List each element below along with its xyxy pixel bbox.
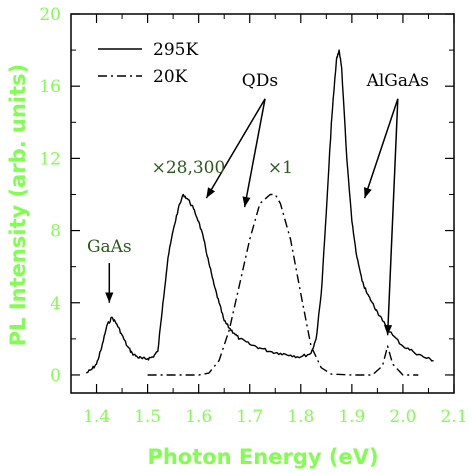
annotation-label: AlGaAs xyxy=(366,71,429,91)
x-tick-label: 1.6 xyxy=(185,407,212,427)
y-tick-label: 4 xyxy=(50,294,61,314)
series-lines xyxy=(85,49,434,376)
annotation-arrows xyxy=(105,98,399,336)
x-tick-label: 1.4 xyxy=(83,407,110,427)
y-tick-label: 12 xyxy=(39,149,61,169)
x-tick-label: 2.1 xyxy=(440,407,467,427)
annotation-arrow-head xyxy=(383,324,393,336)
annotation-arrow-head xyxy=(364,187,372,199)
annotations: ×28,300 ×1 QDs AlGaAs GaAs xyxy=(87,71,429,257)
annotation-arrow-shaft xyxy=(243,98,266,208)
legend: 295K 20K xyxy=(98,40,198,87)
annotation-arrow-head xyxy=(206,187,216,199)
y-tick-label: 0 xyxy=(50,366,61,386)
series-line-20k xyxy=(147,193,419,376)
x-tick-label: 1.7 xyxy=(236,407,263,427)
ticks xyxy=(71,13,455,393)
y-tick-label: 20 xyxy=(39,5,61,25)
x-tick-label: 1.8 xyxy=(287,407,314,427)
x-tick-label: 1.5 xyxy=(134,407,161,427)
annotation-arrow-shaft xyxy=(386,98,399,336)
y-tick-label: 8 xyxy=(50,222,61,242)
annotation-label: GaAs xyxy=(87,237,132,257)
annotation-arrow-head xyxy=(242,196,251,208)
annotation-arrow-shaft xyxy=(363,98,399,199)
annotation-arrow-shaft xyxy=(205,98,266,199)
x-tick-label: 2.0 xyxy=(389,407,416,427)
legend-label-20k: 20K xyxy=(153,67,188,87)
annotation-label: ×28,300 xyxy=(152,158,226,178)
y-tick-label: 16 xyxy=(39,77,61,97)
series-line-295k xyxy=(85,49,434,374)
y-axis-label: PL Intensity (arb. units) xyxy=(6,64,30,347)
annotation-label: QDs xyxy=(242,71,278,91)
annotation-label: ×1 xyxy=(268,158,293,178)
x-tick-label: 1.9 xyxy=(338,407,365,427)
tick-labels: 1.4 1.5 1.6 1.7 1.8 1.9 2.0 2.1 0 4 8 12 16 20 xyxy=(39,5,467,427)
legend-label-295k: 295K xyxy=(153,40,198,60)
annotation-arrow-head xyxy=(105,292,114,303)
x-axis-label: Photon Energy (eV) xyxy=(147,445,378,469)
plot-frame xyxy=(70,13,455,394)
